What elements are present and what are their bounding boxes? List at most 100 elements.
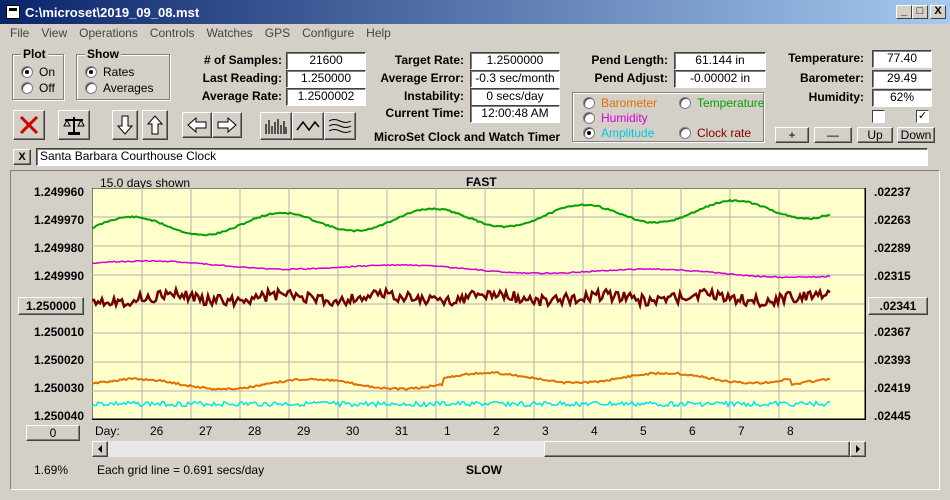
center-amplitude-button[interactable]: .02341	[868, 297, 928, 315]
menu-file[interactable]: File	[10, 26, 30, 40]
arrow-down-button[interactable]	[112, 110, 138, 140]
checkbox-2[interactable]: ✓	[916, 110, 929, 123]
plot-group-title: Plot	[21, 47, 48, 61]
menu-gps[interactable]: GPS	[264, 26, 291, 40]
pend-length-value: 61.144 in	[674, 52, 766, 70]
day-label: 26	[150, 424, 164, 438]
day-label: 3	[542, 424, 549, 438]
trace-humidity-radio[interactable]: Humidity	[583, 111, 648, 125]
close-button[interactable]: X	[930, 5, 946, 19]
scroll-up-button[interactable]: Up	[857, 127, 893, 143]
left-arrow-icon	[187, 117, 207, 133]
radio-label: Off	[39, 81, 55, 95]
trace-barometer-radio[interactable]: Barometer	[583, 96, 657, 110]
up-arrow-icon	[147, 115, 163, 135]
scroll-left-button[interactable]	[92, 441, 108, 457]
pend-adjust-value: -0.00002 in	[674, 70, 766, 88]
instability-label: Instability:	[403, 89, 464, 103]
left-tick-label: 1.249990	[33, 269, 84, 283]
arrow-up-button[interactable]	[142, 110, 168, 140]
left-tick-label: 1.249970	[33, 213, 84, 227]
show-group: Show Rates Averages	[76, 47, 170, 100]
average-error-label: Average Error:	[380, 71, 464, 85]
clock-name-field[interactable]: Santa Barbara Courthouse Clock	[36, 148, 928, 166]
left-tick-label: 1.250030	[33, 381, 84, 395]
temperature-trace	[92, 198, 831, 237]
radio-label: Rates	[103, 65, 135, 79]
radio-dot	[679, 127, 691, 139]
pend-adjust-label: Pend Adjust:	[594, 71, 668, 85]
show-rates-radio[interactable]: Rates	[85, 65, 134, 79]
radio-label: Averages	[103, 81, 154, 95]
horizontal-scrollbar[interactable]	[92, 441, 866, 457]
down-arrow-icon	[117, 115, 133, 135]
maximize-button[interactable]: □	[912, 5, 928, 19]
right-tick-label: .02367	[874, 325, 911, 339]
right-tick-label: .02289	[874, 241, 911, 255]
trace-label: Amplitude	[601, 126, 655, 140]
samples-value: 21600	[286, 52, 366, 70]
trace-amplitude-radio[interactable]: Amplitude	[583, 126, 654, 140]
menu-help[interactable]: Help	[366, 26, 391, 40]
left-tick-label: 1.250020	[33, 353, 84, 367]
scroll-right-button[interactable]	[850, 441, 866, 457]
checkbox-1[interactable]	[872, 110, 885, 123]
left-tick-label: 1.250040	[33, 409, 84, 423]
clock-rate-trace	[92, 284, 831, 311]
minimize-button[interactable]: _	[896, 5, 912, 19]
menu-controls[interactable]: Controls	[149, 26, 195, 40]
show-group-title: Show	[85, 47, 121, 61]
plot-off-radio[interactable]: Off	[21, 81, 55, 95]
day-label: 5	[640, 424, 647, 438]
right-tick-label: .02393	[874, 353, 911, 367]
grid-note: Each grid line = 0.691 secs/day	[97, 463, 265, 477]
scale-minus-button[interactable]: —	[814, 127, 852, 143]
day-label: 1	[444, 424, 451, 438]
menu-operations[interactable]: Operations	[79, 26, 138, 40]
radio-dot	[679, 97, 691, 109]
radio-dot	[583, 127, 595, 139]
trace-label: Clock rate	[697, 126, 752, 140]
trace-label: Temperature	[697, 96, 765, 110]
multi-line-view-button[interactable]	[324, 112, 356, 140]
balance-button[interactable]	[58, 110, 90, 140]
scrollbar-thumb[interactable]	[544, 441, 850, 457]
arrow-left-button[interactable]	[182, 112, 212, 138]
scale-plus-button[interactable]: +	[775, 127, 809, 143]
plot-on-radio[interactable]: On	[21, 65, 55, 79]
radio-dot	[583, 112, 595, 124]
scroll-right-arrow-icon	[856, 445, 860, 453]
plot-area	[92, 188, 866, 420]
day-prefix: Day:	[95, 424, 120, 438]
center-rate-button[interactable]: 1.250000	[18, 297, 84, 315]
menu-watches[interactable]: Watches	[206, 26, 253, 40]
day-label: 4	[591, 424, 598, 438]
show-averages-radio[interactable]: Averages	[85, 81, 153, 95]
menu-configure[interactable]: Configure	[302, 26, 355, 40]
scroll-down-button[interactable]: Down	[897, 127, 935, 143]
temperature-value: 77.40	[872, 50, 932, 68]
arrow-right-button[interactable]	[212, 112, 242, 138]
zero-button[interactable]: 0	[26, 425, 80, 441]
trace-selector-group: Barometer Temperature Humidity Amplitude…	[572, 92, 764, 142]
trace-temperature-radio[interactable]: Temperature	[679, 96, 764, 110]
clear-clock-button[interactable]: X	[13, 149, 31, 165]
line-view-button[interactable]	[292, 112, 324, 140]
trace-clock-rate-radio[interactable]: Clock rate	[679, 126, 751, 140]
samples-label: # of Samples:	[203, 53, 282, 67]
scales-icon	[63, 117, 85, 135]
current-time-value: 12:00:48 AM	[470, 105, 560, 123]
left-tick-label: 1.250010	[33, 325, 84, 339]
right-tick-label: .02263	[874, 213, 911, 227]
day-label: 29	[297, 424, 311, 438]
multi-wave-icon	[328, 119, 352, 133]
last-reading-value: 1.250000	[286, 70, 366, 88]
radio-dot	[21, 82, 33, 94]
humidity-value: 62%	[872, 89, 932, 107]
stop-button[interactable]	[13, 110, 45, 140]
menu-view[interactable]: View	[41, 26, 68, 40]
bar-view-button[interactable]	[260, 112, 292, 140]
percent-label: 1.69%	[34, 463, 69, 477]
day-label: 7	[738, 424, 745, 438]
instability-value: 0 secs/day	[470, 88, 560, 106]
